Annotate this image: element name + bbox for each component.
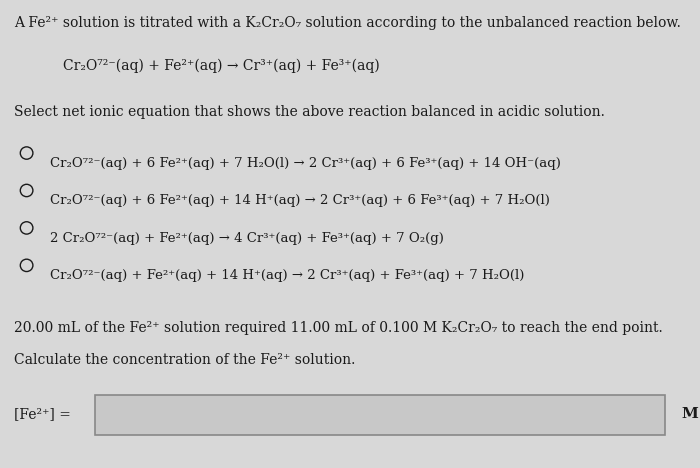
Text: Select net ionic equation that shows the above reaction balanced in acidic solut: Select net ionic equation that shows the… [14,105,605,119]
Text: Cr₂O⁷²⁻(aq) + Fe²⁺(aq) → Cr³⁺(aq) + Fe³⁺(aq): Cr₂O⁷²⁻(aq) + Fe²⁺(aq) → Cr³⁺(aq) + Fe³⁺… [63,58,379,73]
Text: Cr₂O⁷²⁻(aq) + 6 Fe²⁺(aq) + 14 H⁺(aq) → 2 Cr³⁺(aq) + 6 Fe³⁺(aq) + 7 H₂O(l): Cr₂O⁷²⁻(aq) + 6 Fe²⁺(aq) + 14 H⁺(aq) → 2… [50,194,550,207]
Text: Cr₂O⁷²⁻(aq) + Fe²⁺(aq) + 14 H⁺(aq) → 2 Cr³⁺(aq) + Fe³⁺(aq) + 7 H₂O(l): Cr₂O⁷²⁻(aq) + Fe²⁺(aq) + 14 H⁺(aq) → 2 C… [50,269,525,282]
FancyBboxPatch shape [94,395,665,435]
Text: 20.00 mL of the Fe²⁺ solution required 11.00 mL of 0.100 M K₂Cr₂O₇ to reach the : 20.00 mL of the Fe²⁺ solution required 1… [14,321,663,335]
Text: Calculate the concentration of the Fe²⁺ solution.: Calculate the concentration of the Fe²⁺ … [14,353,356,367]
Text: Cr₂O⁷²⁻(aq) + 6 Fe²⁺(aq) + 7 H₂O(l) → 2 Cr³⁺(aq) + 6 Fe³⁺(aq) + 14 OH⁻(aq): Cr₂O⁷²⁻(aq) + 6 Fe²⁺(aq) + 7 H₂O(l) → 2 … [50,157,561,170]
Text: 2 Cr₂O⁷²⁻(aq) + Fe²⁺(aq) → 4 Cr³⁺(aq) + Fe³⁺(aq) + 7 O₂(g): 2 Cr₂O⁷²⁻(aq) + Fe²⁺(aq) → 4 Cr³⁺(aq) + … [50,232,444,245]
Text: A Fe²⁺ solution is titrated with a K₂Cr₂O₇ solution according to the unbalanced : A Fe²⁺ solution is titrated with a K₂Cr₂… [14,16,681,30]
Text: M: M [681,407,698,421]
Text: [Fe²⁺] =: [Fe²⁺] = [14,407,71,421]
